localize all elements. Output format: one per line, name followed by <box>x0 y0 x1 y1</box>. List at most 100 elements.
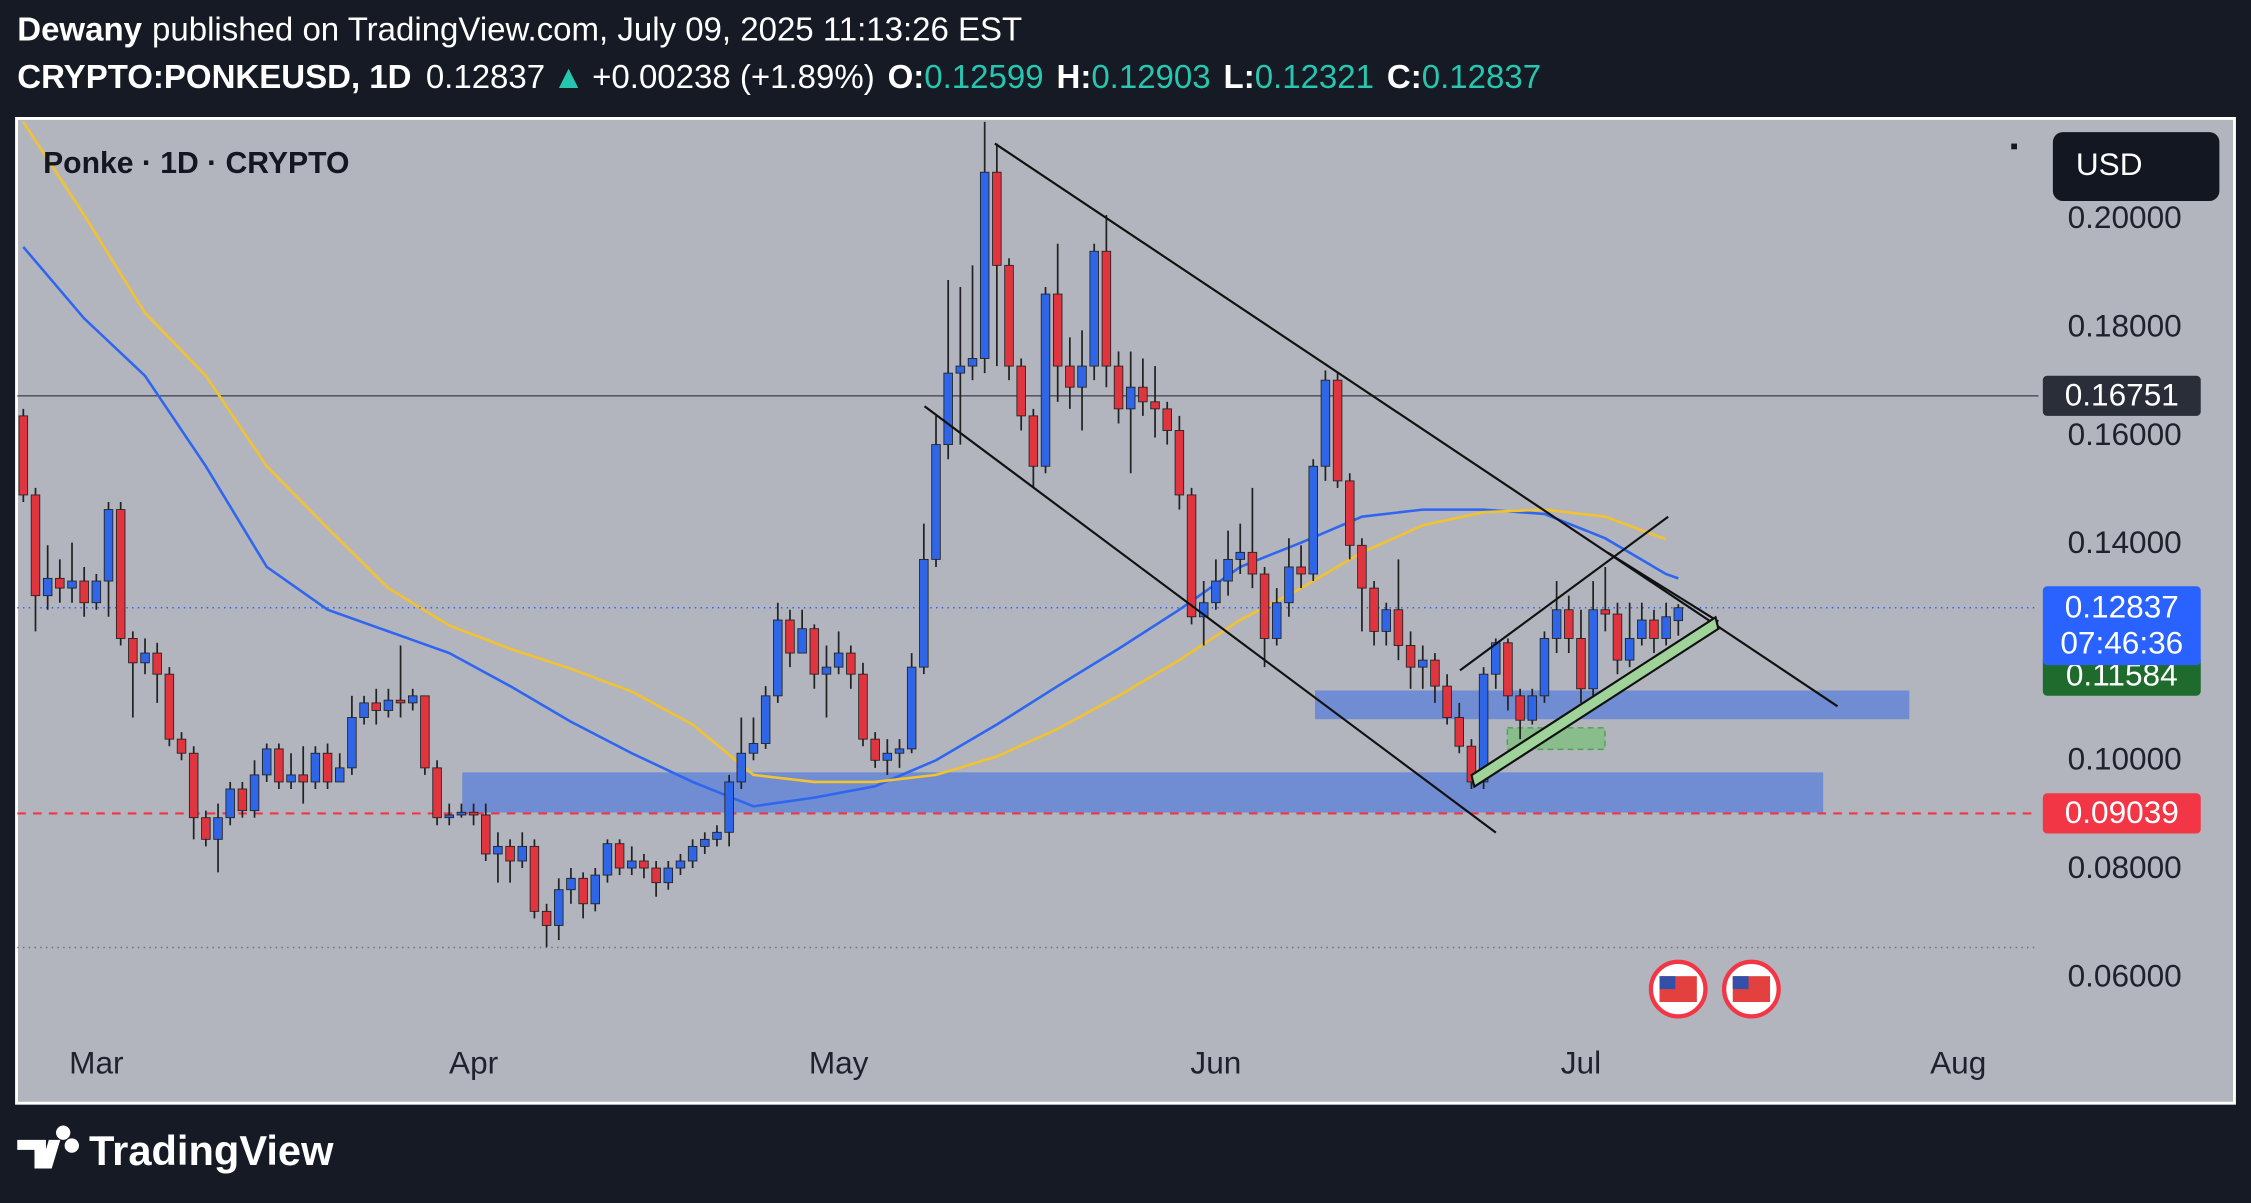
candle-body <box>1624 638 1635 661</box>
y-tick-label: 0.10000 <box>2068 741 2182 777</box>
candle-body <box>1308 465 1318 575</box>
candle-body <box>1539 638 1550 697</box>
price-level-tag <box>2042 793 2201 834</box>
candle-body <box>1235 551 1245 560</box>
candle-body <box>1101 250 1112 367</box>
candle-body <box>237 788 248 812</box>
candle-body <box>432 767 442 819</box>
candle-body <box>967 358 978 367</box>
wedge-upper <box>1459 515 1669 672</box>
candle-body <box>1637 619 1647 639</box>
candle-body <box>1576 638 1586 690</box>
currency-label[interactable]: USD <box>2076 146 2143 182</box>
candle-body <box>468 811 479 816</box>
candle-body <box>188 752 199 819</box>
candle-body <box>103 509 114 582</box>
candle-body <box>529 845 540 912</box>
candle-body <box>1357 544 1367 589</box>
plot <box>17 121 2039 948</box>
candle-body <box>201 817 211 840</box>
candle-body <box>858 673 868 740</box>
y-tick-label: 0.18000 <box>2068 308 2182 344</box>
dot <box>2011 143 2017 150</box>
candle-body <box>298 774 308 783</box>
candle-body <box>1016 365 1026 417</box>
low-value: 0.12321 <box>1255 58 1374 95</box>
candle-body <box>444 814 454 819</box>
candle-body <box>347 717 357 769</box>
candle-body <box>931 444 941 560</box>
candle-body <box>1466 745 1477 783</box>
flag-canton <box>1732 976 1749 990</box>
candle-body <box>760 695 771 744</box>
candle-body <box>846 652 856 675</box>
candle-body <box>1113 365 1124 410</box>
flag-canton <box>1659 976 1676 990</box>
candle-body <box>286 774 296 783</box>
candle-body <box>1272 602 1282 639</box>
candle-body <box>1259 573 1270 639</box>
candle-body <box>1527 695 1538 721</box>
candle-body <box>675 860 686 869</box>
candle-body <box>213 817 223 840</box>
candle-body <box>955 365 966 374</box>
candle-body <box>809 628 820 675</box>
candle-body <box>1162 408 1172 431</box>
candle-body <box>91 580 102 604</box>
candle-body <box>164 673 175 740</box>
change: +0.00238 (+1.89%) <box>592 58 875 95</box>
candle-body <box>1551 609 1562 639</box>
candle-body <box>1515 695 1525 721</box>
candle-body <box>554 889 564 926</box>
candle-body <box>700 838 710 847</box>
quote-line: CRYPTO:PONKEUSD, 1D 0.12837 ▲ +0.00238 (+1.… <box>17 58 1541 95</box>
candle-body <box>371 702 381 711</box>
channel-upper <box>994 142 1839 708</box>
candle-body <box>736 752 747 783</box>
candle-body <box>979 171 990 359</box>
last-price: 0.12837 <box>426 58 545 95</box>
last-price-label: 0.12837 <box>2065 589 2179 625</box>
y-tick-label: 0.06000 <box>2068 957 2182 993</box>
candle-body <box>1442 685 1452 718</box>
x-tick-label: Jul <box>1561 1045 1601 1081</box>
candle-body <box>906 666 917 750</box>
candle-body <box>870 738 880 761</box>
candle-body <box>493 845 503 855</box>
symbol: CRYPTO:PONKEUSD, 1D <box>17 58 411 95</box>
candle-body <box>1320 379 1331 467</box>
candle-body <box>1612 613 1623 661</box>
candle-body <box>882 752 893 761</box>
candle-body <box>541 910 552 926</box>
candle-body <box>18 415 29 496</box>
candle-body <box>578 877 588 905</box>
candle-body <box>1174 430 1185 496</box>
chart-pane <box>15 116 2236 1105</box>
candle-body <box>1418 659 1428 668</box>
candle-body <box>651 867 661 884</box>
candle-body <box>1332 379 1343 482</box>
candle-body <box>517 845 527 862</box>
candle-body <box>1198 602 1209 618</box>
brand-name: TradingView <box>89 1127 334 1174</box>
close-value: 0.12837 <box>1422 58 1541 95</box>
currency-button[interactable] <box>2052 132 2220 201</box>
candle-body <box>602 843 613 876</box>
wedge-resistance <box>1607 551 1719 623</box>
support-zone <box>462 772 1824 813</box>
candle-body <box>614 843 625 869</box>
candle-body <box>420 695 430 769</box>
candle-body <box>1588 609 1598 690</box>
candle-body <box>566 877 576 891</box>
candle-body <box>1393 609 1404 646</box>
price-level-label: 0.16751 <box>2065 377 2179 413</box>
candle-body <box>42 577 53 597</box>
candle-body <box>773 619 783 697</box>
pane-title: Ponke · 1D · CRYPTO <box>43 147 349 180</box>
candle-body <box>1223 558 1233 582</box>
brand-logo-dot <box>64 1138 79 1153</box>
low-label: L: <box>1224 58 1255 95</box>
candle-body <box>1004 264 1014 367</box>
candle-body <box>1673 607 1684 622</box>
